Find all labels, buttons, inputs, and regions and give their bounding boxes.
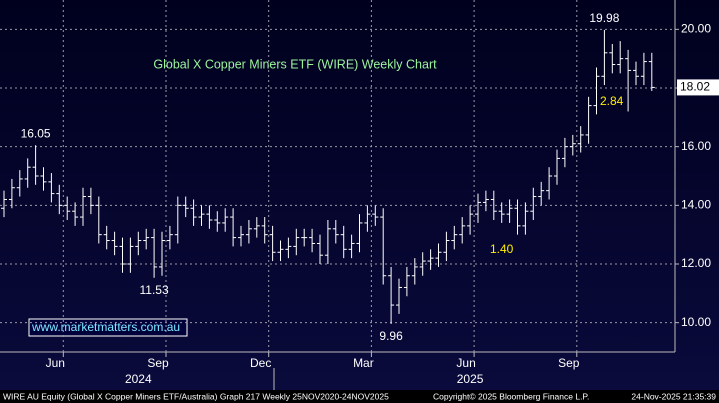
x-tick-label: Jun — [46, 356, 65, 370]
y-tick-label: 20.00 — [681, 22, 711, 36]
high-annotation: 19.98 — [589, 11, 619, 25]
y-tick-label: 14.00 — [681, 198, 711, 212]
high-annotation: 16.05 — [21, 126, 51, 140]
watermark: www.marketmatters.com.au — [31, 320, 180, 334]
low-annotation: 9.96 — [379, 329, 403, 343]
year-label: 2024 — [125, 372, 152, 386]
x-tick-label: Sep — [147, 356, 169, 370]
watermark-box — [28, 318, 188, 337]
x-tick-label: Jun — [456, 356, 475, 370]
note: 2.84 — [600, 94, 624, 108]
y-tick-label: 10.00 — [681, 315, 711, 329]
footer-center: Copyright© 2025 Bloomberg Finance L.P. — [433, 391, 589, 401]
chart-title: Global X Copper Miners ETF (WIRE) Weekly… — [153, 57, 437, 71]
x-tick-label: Dec — [250, 356, 271, 370]
y-tick-label: 16.00 — [681, 139, 711, 153]
y-tick-label: 12.00 — [681, 256, 711, 270]
footer-bar — [0, 390, 719, 403]
x-tick-label: Sep — [558, 356, 580, 370]
note: 1.40 — [490, 242, 514, 256]
x-tick-label: Mar — [353, 356, 374, 370]
last-price-box — [677, 79, 719, 96]
year-label: 2025 — [457, 372, 484, 386]
last-price: 18.02 — [680, 80, 710, 94]
footer-right: 24-Nov-2025 21:35:39 — [631, 391, 716, 401]
low-annotation: 11.53 — [140, 283, 169, 297]
footer-left: WIRE AU Equity (Global X Copper Miners E… — [3, 391, 389, 401]
